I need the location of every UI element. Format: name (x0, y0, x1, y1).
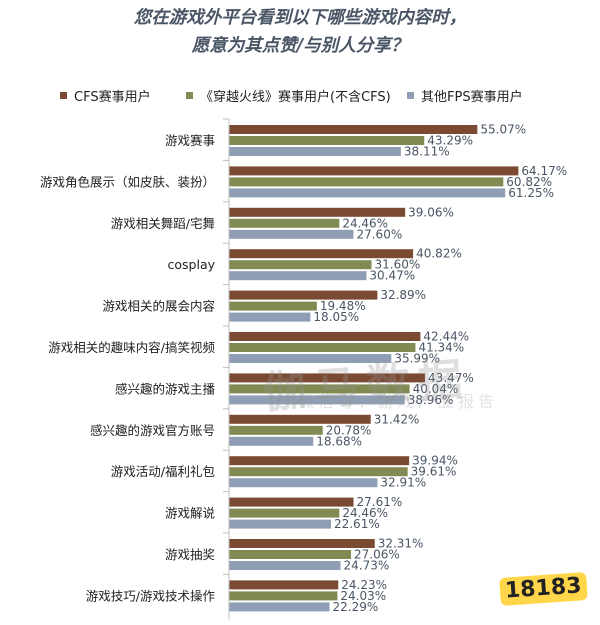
data-label: 60.82% (506, 175, 552, 189)
data-label: 19.48% (320, 299, 366, 313)
bar (229, 497, 354, 507)
bar (229, 467, 408, 477)
bar (229, 508, 340, 518)
bar (229, 260, 372, 270)
legend-swatch-fps (407, 91, 414, 99)
category-label: 游戏解说 (165, 506, 215, 521)
bar (229, 271, 367, 281)
category-label: 游戏技巧/游戏技术操作 (86, 588, 216, 603)
data-label: 61.25% (508, 186, 554, 200)
data-label: 38.96% (408, 393, 454, 407)
bar (229, 478, 378, 488)
legend-item-cfs: CFS赛事用户 (60, 84, 151, 106)
bar (229, 384, 410, 394)
data-label: 43.47% (428, 371, 474, 385)
data-label: 18.05% (313, 310, 359, 324)
data-label: 39.94% (412, 454, 458, 468)
bar (229, 301, 317, 311)
legend-label-fps: 其他FPS赛事用户 (421, 89, 523, 105)
bar (229, 373, 426, 383)
data-label: 27.06% (354, 548, 400, 562)
bar (229, 539, 375, 548)
chart-title: 您在游戏外平台看到以下哪些游戏内容时， 愿意为其点赞/与别人分享？ (0, 4, 600, 60)
bar (229, 580, 339, 590)
data-label: 22.61% (334, 517, 380, 531)
bar (229, 249, 414, 259)
bar (229, 395, 405, 405)
data-label: 24.03% (340, 589, 386, 603)
bar (229, 312, 311, 322)
bar (229, 125, 478, 134)
category-label: 游戏活动/福利礼包 (111, 464, 215, 479)
legend-label-cf: 《穿越火线》赛事用户(不含CFS) (200, 89, 391, 105)
data-label: 30.47% (369, 269, 415, 283)
legend-item-cf: 《穿越火线》赛事用户(不含CFS) (186, 84, 391, 106)
chart-title-line2: 愿意为其点赞/与别人分享？ (191, 36, 409, 56)
bar (229, 414, 371, 424)
category-label: cosplay (168, 257, 216, 272)
data-label: 39.61% (411, 465, 457, 479)
data-label: 35.99% (394, 352, 440, 366)
chart-title-line1: 您在游戏外平台看到以下哪些游戏内容时， (133, 8, 467, 28)
category-label: 游戏相关的展会内容 (102, 299, 215, 314)
data-label: 27.61% (357, 495, 403, 509)
data-label: 24.46% (342, 506, 388, 520)
bar (229, 425, 323, 435)
data-label: 24.46% (342, 216, 388, 230)
data-label: 41.34% (418, 341, 464, 355)
data-label: 24.73% (344, 559, 390, 573)
bar (229, 166, 519, 176)
data-label: 40.82% (416, 247, 462, 261)
category-label: 游戏角色展示（如皮肤、装扮） (40, 174, 215, 189)
legend-swatch-cfs (60, 91, 67, 99)
data-label: 31.42% (374, 412, 420, 426)
category-label: 感兴趣的游戏官方账号 (90, 423, 215, 438)
bar (229, 561, 341, 570)
chart-legend: CFS赛事用户 《穿越火线》赛事用户(不含CFS) 其他FPS赛事用户 (0, 84, 600, 106)
data-label: 38.11% (404, 145, 450, 159)
bar (229, 591, 338, 601)
data-label: 22.29% (333, 600, 379, 614)
bar (229, 456, 410, 466)
bar (229, 332, 421, 341)
bar (229, 229, 354, 239)
bar (229, 136, 425, 145)
watermark-subtitle: 微信号：游戏产业报告 (298, 392, 499, 411)
bar (229, 177, 504, 187)
data-label: 55.07% (480, 123, 526, 137)
category-label: 游戏赛事 (165, 133, 215, 148)
bar (229, 519, 331, 529)
legend-label-cfs: CFS赛事用户 (74, 89, 151, 105)
data-label: 40.04% (413, 382, 459, 396)
category-label: 游戏相关的趣味内容/搞笑视频 (48, 340, 215, 355)
data-label: 20.78% (326, 423, 372, 437)
category-label: 游戏抽奖 (165, 547, 215, 562)
data-label: 32.89% (380, 288, 426, 302)
bar (229, 290, 378, 300)
category-label: 游戏相关舞蹈/宅舞 (111, 216, 215, 231)
data-label: 64.17% (521, 164, 567, 178)
legend-swatch-cf (186, 91, 193, 99)
data-label: 42.44% (423, 330, 469, 344)
data-label: 39.06% (408, 205, 454, 219)
bar (229, 218, 340, 228)
bar (229, 343, 416, 352)
bar (229, 207, 406, 217)
bar (229, 147, 401, 156)
data-label: 32.31% (378, 537, 424, 551)
bar (229, 602, 330, 612)
data-label: 18.68% (316, 434, 362, 448)
data-label: 43.29% (427, 134, 473, 148)
bar (229, 354, 392, 363)
bar (229, 436, 314, 446)
bar (229, 550, 352, 559)
category-label: 感兴趣的游戏主播 (115, 381, 216, 396)
data-label: 27.60% (356, 227, 402, 241)
data-label: 31.60% (375, 258, 421, 272)
bar (229, 188, 506, 198)
data-label: 24.23% (341, 578, 387, 592)
legend-item-fps: 其他FPS赛事用户 (407, 84, 523, 106)
data-label: 32.91% (380, 476, 426, 490)
